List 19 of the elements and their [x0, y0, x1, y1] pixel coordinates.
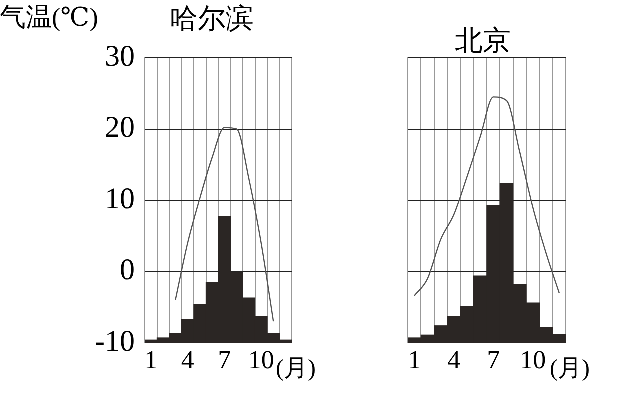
y-tick-label: 20 — [105, 111, 135, 144]
x-tick-label: 4 — [181, 345, 194, 374]
x-tick-label: 7 — [218, 345, 232, 374]
x-axis-title: (月) — [550, 355, 590, 384]
y-tick-label: 0 — [120, 254, 135, 287]
x-tick-label: 1 — [144, 345, 158, 374]
x-tick-label: 4 — [448, 345, 461, 374]
chart-title: 哈尔滨 — [170, 3, 254, 37]
x-tick-label: 10 — [248, 345, 274, 374]
y-tick-label: 30 — [105, 40, 135, 73]
x-axis-title: (月) — [276, 355, 316, 384]
line-series — [175, 127, 274, 322]
chart-title: 北京 — [455, 25, 511, 59]
x-tick-label: 10 — [520, 345, 546, 374]
y-tick-label: -10 — [95, 324, 135, 358]
y-axis-title: 气温(℃) — [0, 2, 98, 34]
x-tick-label: 1 — [408, 345, 422, 374]
x-tick-label: 7 — [487, 345, 500, 374]
y-tick-label: 10 — [105, 182, 135, 216]
